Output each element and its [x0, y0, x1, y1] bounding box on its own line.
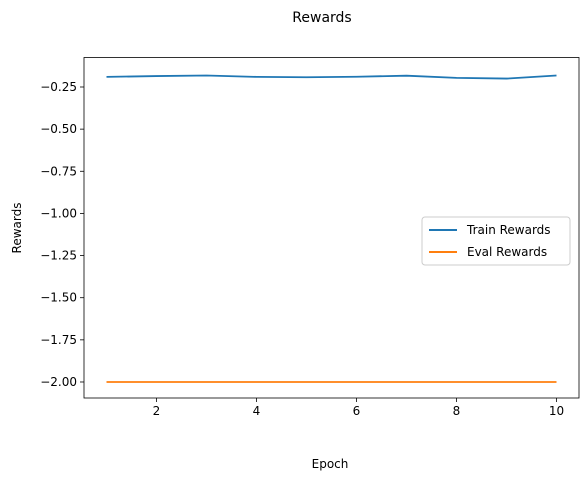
x-axis-ticks: 2 4 6 8 10	[153, 398, 564, 418]
x-tick-label: 2	[153, 404, 161, 418]
y-tick-label: −0.50	[40, 122, 77, 136]
x-tick-label: 6	[353, 404, 361, 418]
legend-frame	[421, 216, 571, 266]
legend-label-eval: Eval Rewards	[467, 245, 547, 259]
x-tick-label: 8	[453, 404, 461, 418]
x-tick-label: 4	[253, 404, 261, 418]
y-tick-label: −0.75	[40, 164, 77, 178]
legend: Train Rewards Eval Rewards	[421, 216, 571, 266]
x-tick-label: 10	[549, 404, 564, 418]
y-tick-label: −1.75	[40, 333, 77, 347]
y-tick-label: −0.25	[40, 80, 77, 94]
series-lines	[106, 74, 557, 383]
y-tick-label: −2.00	[40, 375, 77, 389]
x-axis-label: Epoch	[312, 457, 349, 471]
y-tick-label: −1.25	[40, 249, 77, 263]
legend-label-train: Train Rewards	[466, 223, 551, 237]
y-axis-label: Rewards	[10, 203, 24, 254]
chart-title: Rewards	[292, 10, 351, 26]
y-tick-label: −1.00	[40, 206, 77, 220]
series-line-train	[106, 74, 557, 80]
y-axis-ticks: −0.25 −0.50 −0.75 −1.00 −1.25 −1.50 −1.75 −2.00	[40, 80, 84, 389]
y-tick-label: −1.50	[40, 291, 77, 305]
plot-frame	[83, 57, 580, 399]
